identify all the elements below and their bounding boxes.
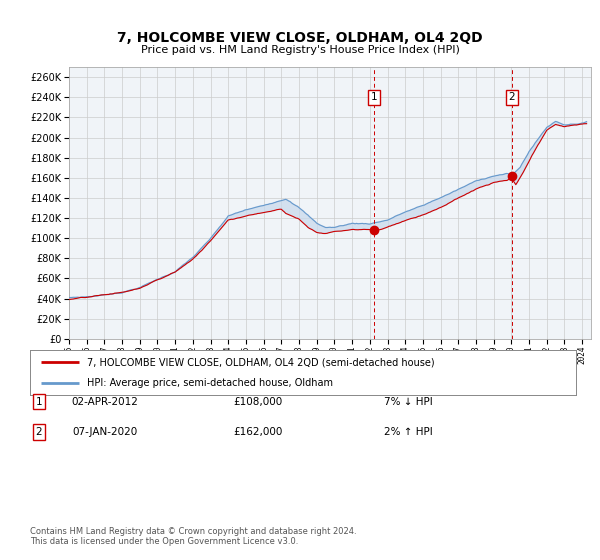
Text: 02-APR-2012: 02-APR-2012	[71, 396, 139, 407]
Text: £108,000: £108,000	[233, 396, 283, 407]
Text: HPI: Average price, semi-detached house, Oldham: HPI: Average price, semi-detached house,…	[88, 377, 334, 388]
Text: 07-JAN-2020: 07-JAN-2020	[73, 427, 137, 437]
Text: 1: 1	[371, 92, 377, 102]
Text: 2% ↑ HPI: 2% ↑ HPI	[384, 427, 433, 437]
Text: Contains HM Land Registry data © Crown copyright and database right 2024.
This d: Contains HM Land Registry data © Crown c…	[30, 526, 356, 546]
Text: Price paid vs. HM Land Registry's House Price Index (HPI): Price paid vs. HM Land Registry's House …	[140, 45, 460, 55]
Text: 7, HOLCOMBE VIEW CLOSE, OLDHAM, OL4 2QD: 7, HOLCOMBE VIEW CLOSE, OLDHAM, OL4 2QD	[117, 31, 483, 45]
Text: 7, HOLCOMBE VIEW CLOSE, OLDHAM, OL4 2QD (semi-detached house): 7, HOLCOMBE VIEW CLOSE, OLDHAM, OL4 2QD …	[88, 357, 435, 367]
Text: 2: 2	[35, 427, 43, 437]
Text: 1: 1	[35, 396, 43, 407]
Text: £162,000: £162,000	[233, 427, 283, 437]
Text: 2: 2	[509, 92, 515, 102]
Text: 7% ↓ HPI: 7% ↓ HPI	[384, 396, 433, 407]
